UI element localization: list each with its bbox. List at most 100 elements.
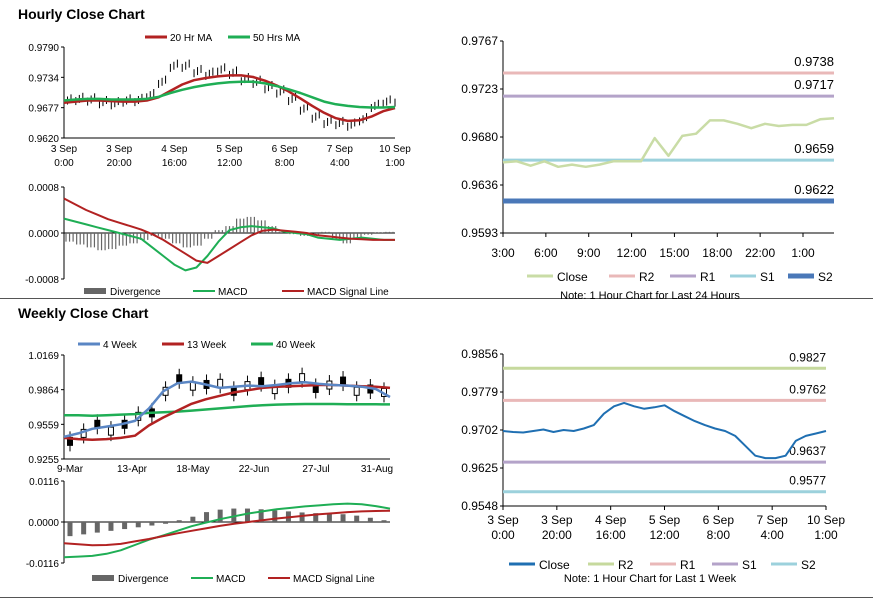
legend-20hr-ma-label: 20 Hr MA xyxy=(170,33,213,44)
weekly-price-x-label: 22-Jun xyxy=(239,464,270,475)
hourly-price-x-label: 6 Sep xyxy=(272,144,299,155)
weekly-levels-x-label: 12:00 xyxy=(649,528,679,542)
weekly-price-y-label: 0.9864 xyxy=(28,386,59,397)
hourly-price-x-label: 5 Sep xyxy=(216,144,243,155)
hourly-ma50-line xyxy=(63,80,396,109)
weekly-divergence-bar xyxy=(163,522,169,524)
hourly-price-x-label: 0:00 xyxy=(54,158,74,169)
hourly-price-x-label: 3 Sep xyxy=(51,144,78,155)
hourly-price-x-label: 12:00 xyxy=(217,158,242,169)
weekly-levels-x-label: 6 Sep xyxy=(703,513,735,527)
hourly-price-y-label: 0.9620 xyxy=(28,134,59,145)
legend-50hr-ma-label: 50 Hrs MA xyxy=(253,33,301,44)
hourly-levels-y-label: 0.9723 xyxy=(461,82,498,96)
hourly-price-x-label: 10 Sep xyxy=(379,144,411,155)
weekly-divergence-bar xyxy=(326,513,332,522)
hourly-price-y-label: 0.9677 xyxy=(28,104,59,115)
hourly-levels-y-label: 0.9593 xyxy=(461,226,498,240)
hourly-macd-line xyxy=(63,217,395,272)
weekly-divergence-bar xyxy=(258,509,264,522)
hourly-signal-line xyxy=(63,197,395,264)
hourly-price-y-label: 0.9734 xyxy=(28,73,59,84)
weekly-divergence-bar xyxy=(67,522,73,537)
weekly-levels-note: Note: 1 Hour Chart for Last 1 Week xyxy=(564,573,737,585)
bottom-divider xyxy=(0,597,873,598)
hourly-price-x-label: 16:00 xyxy=(162,158,187,169)
level-label-r1: 0.9717 xyxy=(794,77,834,92)
weekly-divergence-bar xyxy=(217,509,223,522)
weekly-divergence-bar xyxy=(231,508,237,522)
weekly-candle-body xyxy=(340,376,347,386)
hourly-price-x-label: 3 Sep xyxy=(106,144,133,155)
weekly-divergence-bar xyxy=(354,515,360,522)
weekly-divergence-bar xyxy=(176,520,182,522)
weekly-levels-x-label: 0:00 xyxy=(491,528,515,542)
legend-weekly-macd-signal-label: MACD Signal Line xyxy=(293,574,375,585)
weekly-macd-y-label: 0.0000 xyxy=(28,518,59,529)
hourly-price-x-label: 7 Sep xyxy=(327,144,354,155)
legend-weekly-close-label: Close xyxy=(539,558,570,572)
hourly-levels-x-label: 6:00 xyxy=(534,246,558,260)
weekly-candle-body xyxy=(176,374,183,384)
weekly-levels-x-label: 3 Sep xyxy=(487,513,519,527)
weekly-divergence-bar xyxy=(108,522,114,531)
weekly-price-x-label: 13-Apr xyxy=(117,464,148,475)
hourly-levels-x-label: 12:00 xyxy=(617,246,647,260)
weekly-price-y-label: 0.9255 xyxy=(28,455,59,466)
legend-hourly-close-label: Close xyxy=(557,270,588,284)
legend-divergence-label: Divergence xyxy=(110,287,161,298)
weekly-levels-x-label: 8:00 xyxy=(707,528,731,542)
hourly-levels-note: Note: 1 Hour Chart for Last 24 Hours xyxy=(560,290,740,302)
weekly-divergence-bar xyxy=(340,514,346,522)
weekly-candle-body xyxy=(353,386,360,396)
legend-weekly-s1-label: S1 xyxy=(742,558,757,572)
weekly-divergence-bar xyxy=(204,512,210,522)
weekly-divergence-bar xyxy=(122,522,128,530)
weekly-divergence-bar xyxy=(135,522,141,528)
weekly-levels-x-label: 7 Sep xyxy=(756,513,788,527)
weekly-levels-x-label: 1:00 xyxy=(814,528,838,542)
hourly-levels-x-label: 3:00 xyxy=(491,246,515,260)
legend-4-week-label: 4 Week xyxy=(103,340,138,351)
hourly-section-title: Hourly Close Chart xyxy=(18,6,145,22)
hourly-price-x-label: 20:00 xyxy=(107,158,132,169)
hourly-ma20-line xyxy=(63,74,396,123)
weekly-level-label-s2: 0.9577 xyxy=(789,474,826,488)
weekly-levels-y-label: 0.9548 xyxy=(461,499,498,513)
level-label-s1: 0.9659 xyxy=(794,141,834,156)
weekly-divergence-bar xyxy=(299,512,305,522)
weekly-macd-y-label: -0.0116 xyxy=(26,559,60,570)
weekly-levels-y-label: 0.9856 xyxy=(461,347,498,361)
legend-hourly-s2-label: S2 xyxy=(818,270,833,284)
weekly-40wk-line xyxy=(64,402,391,418)
hourly-price-x-label: 8:00 xyxy=(275,158,295,169)
hourly-close-line xyxy=(502,116,835,169)
hourly-macd-y-label: -0.0008 xyxy=(25,275,59,286)
weekly-candle-body xyxy=(299,373,306,383)
weekly-price-y-label: 1.0169 xyxy=(28,351,59,362)
weekly-4wk-line xyxy=(63,380,391,439)
weekly-levels-x-label: 4 Sep xyxy=(595,513,627,527)
level-label-s2: 0.9622 xyxy=(794,182,834,197)
weekly-divergence-bar xyxy=(94,522,100,533)
hourly-levels-x-label: 22:00 xyxy=(745,246,775,260)
weekly-divergence-bar xyxy=(190,516,196,522)
legend-hourly-r2-label: R2 xyxy=(639,270,655,284)
weekly-divergence-bar xyxy=(244,508,250,522)
weekly-divergence-bar xyxy=(381,520,387,522)
weekly-divergence-bar xyxy=(81,522,87,535)
legend-weekly-divergence-swatch xyxy=(92,575,114,581)
legend-macd-label: MACD xyxy=(218,287,247,298)
section-divider xyxy=(0,298,873,299)
weekly-price-x-label: 27-Jul xyxy=(302,464,329,475)
hourly-levels-y-label: 0.9767 xyxy=(461,34,498,48)
weekly-levels-x-label: 16:00 xyxy=(596,528,626,542)
hourly-price-x-label: 4 Sep xyxy=(161,144,188,155)
weekly-candle-body xyxy=(258,377,265,387)
weekly-divergence-bar xyxy=(367,517,373,522)
weekly-section-title: Weekly Close Chart xyxy=(18,305,149,321)
legend-weekly-divergence-label: Divergence xyxy=(118,574,169,585)
legend-hourly-r1-label: R1 xyxy=(700,270,716,284)
hourly-levels-x-label: 9:00 xyxy=(577,246,601,260)
